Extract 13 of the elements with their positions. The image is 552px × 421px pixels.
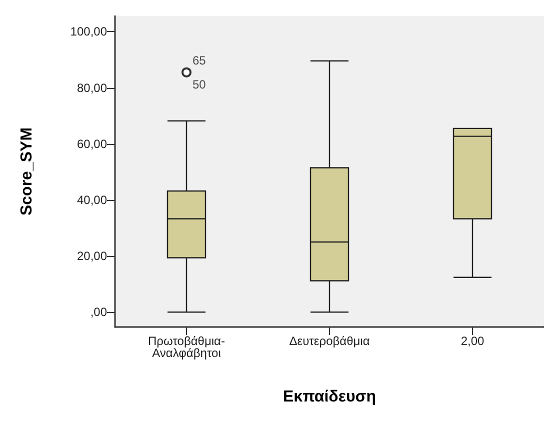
y-tick-label: 20,00 bbox=[76, 249, 108, 264]
y-tick-label: 100,00 bbox=[70, 24, 108, 39]
y-tick-label: 40,00 bbox=[76, 192, 108, 207]
y-tick-label: 60,00 bbox=[76, 136, 108, 151]
annotation: 65 bbox=[192, 53, 206, 68]
x-tick-label: Δευτεροβάθμια bbox=[289, 334, 370, 348]
x-tick-label: Πρωτοβάθμια-Αναλφάβητοι bbox=[148, 334, 225, 360]
x-axis-title: Εκπαίδευση bbox=[282, 388, 376, 406]
y-axis-title: Score_SYM bbox=[18, 127, 36, 216]
y-tick-label: ,00 bbox=[90, 305, 108, 320]
x-tick-label: 2,00 bbox=[460, 334, 484, 348]
y-tick-label: 80,00 bbox=[76, 80, 108, 95]
annotation: 50 bbox=[192, 77, 206, 92]
